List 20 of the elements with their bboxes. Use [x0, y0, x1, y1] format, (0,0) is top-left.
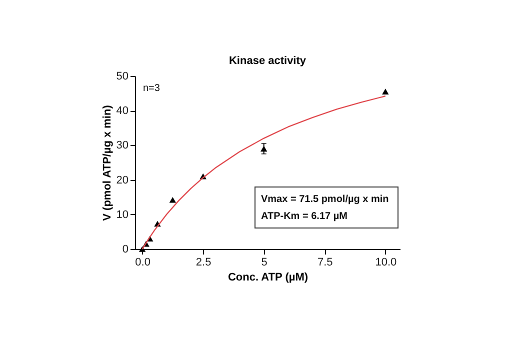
chart-title: Kinase activity [228, 55, 307, 67]
x-tick-label: 0.0 [135, 256, 150, 268]
y-axis-title: V (pmol ATP/µg x min) [101, 104, 114, 221]
annotation: Vmax = 71.5 pmol/µg x min [261, 194, 389, 205]
x-tick-label: 2.5 [196, 256, 212, 268]
point [382, 88, 389, 94]
annotation: ATP-Km = 6.17 µM [261, 211, 348, 222]
y-tick-label: 20 [116, 174, 128, 186]
x-tick-label: 5 [261, 256, 268, 268]
y-tick-label: 10 [116, 208, 128, 221]
x-tick-label: 10.0 [375, 256, 397, 268]
x-tick-label: 7.5 [317, 256, 333, 268]
y-tick-label: 0 [122, 244, 128, 256]
x-axis-title: Conc. ATP (µM) [228, 272, 308, 284]
annotation: n=3 [143, 83, 160, 94]
y-tick-label: 30 [116, 140, 128, 152]
point [260, 146, 268, 152]
y-tick-label: 40 [116, 105, 128, 118]
point [169, 196, 176, 203]
y-tick-label: 50 [116, 70, 128, 82]
